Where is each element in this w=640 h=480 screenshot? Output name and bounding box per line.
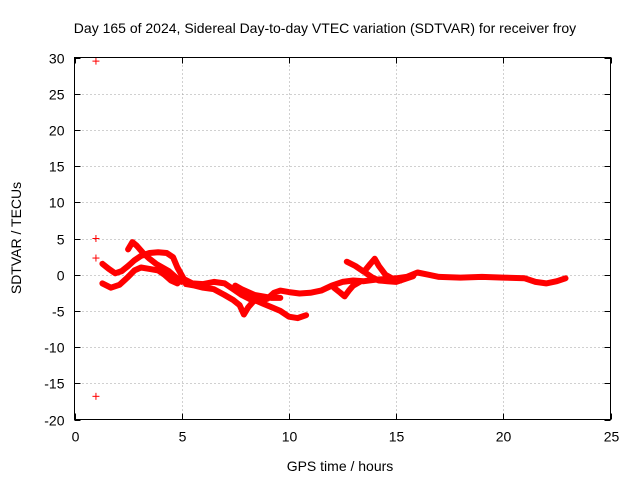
x-tick-label: 0 (72, 429, 80, 445)
outlier-point (92, 235, 100, 242)
x-tick-label: 25 (604, 429, 620, 445)
y-tick-label: 30 (49, 51, 65, 67)
y-tick-label: -15 (44, 376, 64, 392)
y-tick-label: 10 (49, 195, 65, 211)
data-series-trace-8 (363, 270, 417, 285)
x-tick-label: 15 (389, 429, 405, 445)
y-tick-label: 0 (57, 268, 65, 284)
y-tick-label: -5 (52, 304, 65, 320)
x-tick-label: 10 (282, 429, 298, 445)
data-layer (99, 239, 569, 322)
y-axis-title: SDTVAR / TECUs (8, 182, 24, 294)
data-series-trace-5 (232, 282, 284, 301)
x-tick-label: 20 (496, 429, 512, 445)
y-tick-label: 5 (57, 232, 65, 248)
y-tick-label: 15 (49, 159, 65, 175)
data-series-trace-2 (99, 264, 181, 291)
data-series-trace-7 (343, 255, 404, 284)
grid-layer (74, 57, 611, 420)
y-tick-label: -20 (44, 413, 64, 429)
data-series-trace-3 (125, 239, 185, 285)
x-axis-title: GPS time / hours (287, 458, 394, 474)
outlier-point (92, 254, 100, 262)
data-series-trace-6 (330, 278, 363, 300)
data-series-trace-4 (183, 281, 310, 322)
y-tick-label: -10 (44, 340, 64, 356)
x-tick-label: 5 (179, 429, 187, 445)
plot-frame (74, 57, 611, 420)
data-series-trace-1 (99, 249, 569, 305)
outlier-point (92, 392, 100, 400)
chart-title: Day 165 of 2024, Sidereal Day-to-day VTE… (74, 20, 576, 36)
y-tick-label: 20 (49, 123, 65, 139)
y-tick-label: 25 (49, 87, 65, 103)
outlier-markers (92, 57, 100, 400)
axis-layer: 0 5 10 15 20 25 -20 -15 -10 -5 0 5 10 15 20 25 30 (44, 51, 619, 445)
outlier-point (92, 57, 100, 65)
